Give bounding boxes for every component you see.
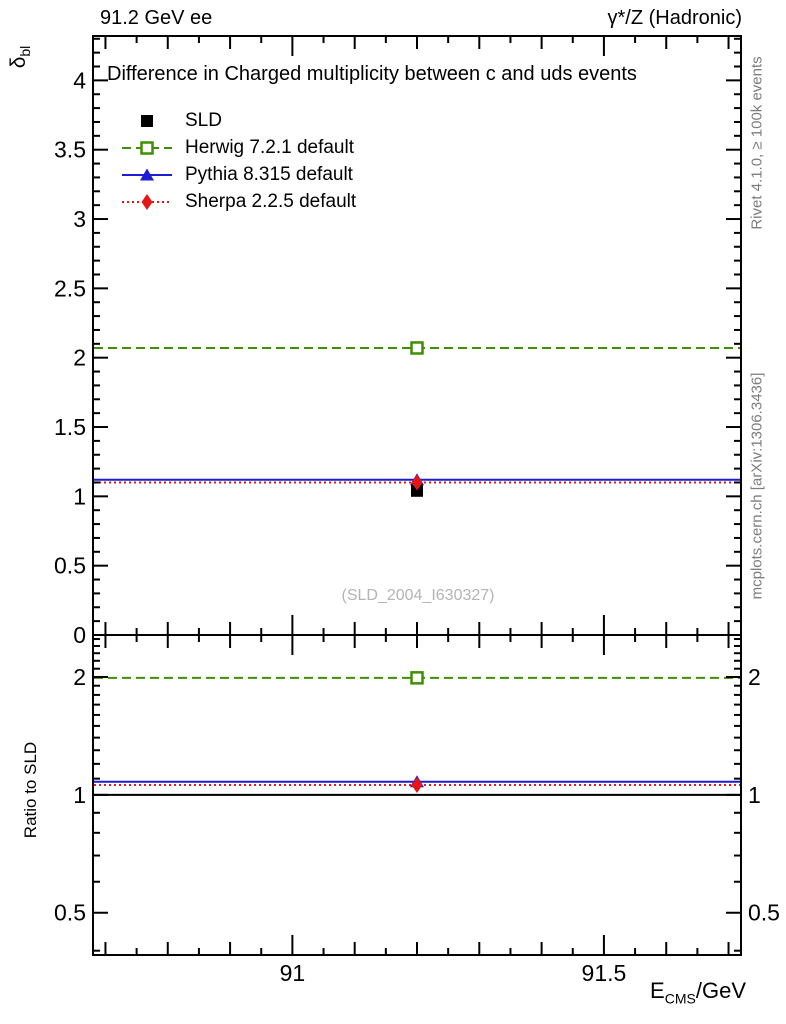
tick-label: 91.5 xyxy=(582,960,627,986)
legend-item-sherpa: Sherpa 2.2.5 default xyxy=(122,188,356,215)
tick-label: 2 xyxy=(73,664,86,690)
tick-label: 0.5 xyxy=(54,900,86,926)
tick-label: 0.5 xyxy=(54,553,86,579)
sherpa-marker-icon xyxy=(122,193,172,210)
tick-label: 2 xyxy=(73,345,86,371)
x-axis-ticks xyxy=(104,36,730,955)
tick-label: 1 xyxy=(73,483,86,509)
ratio-y-axis-title: Ratio to SLD xyxy=(21,741,40,839)
herwig-marker-icon xyxy=(122,140,172,155)
x-axis-title-base: E xyxy=(650,978,665,1003)
x-axis-title-rest: /GeV xyxy=(695,978,746,1003)
legend-item-herwig: Herwig 7.2.1 default xyxy=(122,134,356,161)
ratio-y-axis-ticks xyxy=(93,638,741,952)
main-y-axis-title-sub: bl xyxy=(17,45,34,57)
legend-label: Herwig 7.2.1 default xyxy=(185,136,354,158)
legend-label: Pythia 8.315 default xyxy=(185,163,353,185)
mcplots-reference-text: mcplots.cern.ch [arXiv:1306.3436] xyxy=(748,372,766,600)
x-axis-title: ECMS/GeV xyxy=(650,978,746,1006)
beam-energy-label: 91.2 GeV ee xyxy=(100,7,213,29)
tick-label: 1 xyxy=(73,782,86,808)
tick-label: 91 xyxy=(280,960,306,986)
tick-label: 1 xyxy=(748,782,761,808)
tick-label: 3 xyxy=(73,206,86,232)
tick-label: 0 xyxy=(73,622,86,648)
rivet-version-text: Rivet 4.1.0, ≥ 100k events xyxy=(748,56,766,230)
main-y-axis-title: δbl xyxy=(7,46,33,69)
plot-title: Difference in Charged multiplicity betwe… xyxy=(107,63,637,85)
process-label: γ*/Z (Hadronic) xyxy=(607,7,742,29)
analysis-id-watermark: (SLD_2004_I630327) xyxy=(341,587,495,604)
tick-label: 1.5 xyxy=(54,414,86,440)
data-markers xyxy=(410,341,424,793)
x-axis-title-sub: CMS xyxy=(664,990,696,1007)
legend-item-sld: SLD xyxy=(122,107,356,134)
series-lines xyxy=(94,346,740,786)
tick-label: 0.5 xyxy=(748,900,780,926)
tick-label: 2.5 xyxy=(54,275,86,301)
main-y-axis-ticks xyxy=(93,37,741,636)
sld-marker-icon xyxy=(141,114,153,127)
legend-item-pythia: Pythia 8.315 default xyxy=(122,161,356,188)
tick-label: 2 xyxy=(748,664,761,690)
tick-label: 3.5 xyxy=(54,137,86,163)
tick-label: 4 xyxy=(73,67,86,93)
pythia-marker-icon xyxy=(122,168,172,180)
tick-labels: 0 0.5 1 1.5 2 2.5 3 3.5 4 0.5 0.5 1 1 2 2 91 91.5 xyxy=(54,67,780,986)
legend-label: SLD xyxy=(185,109,222,131)
legend-label: Sherpa 2.2.5 default xyxy=(185,190,357,212)
legend: SLD Herwig 7.2.1 default Pythia 8.315 de… xyxy=(122,107,356,215)
main-y-axis-title-base: δ xyxy=(6,56,30,69)
